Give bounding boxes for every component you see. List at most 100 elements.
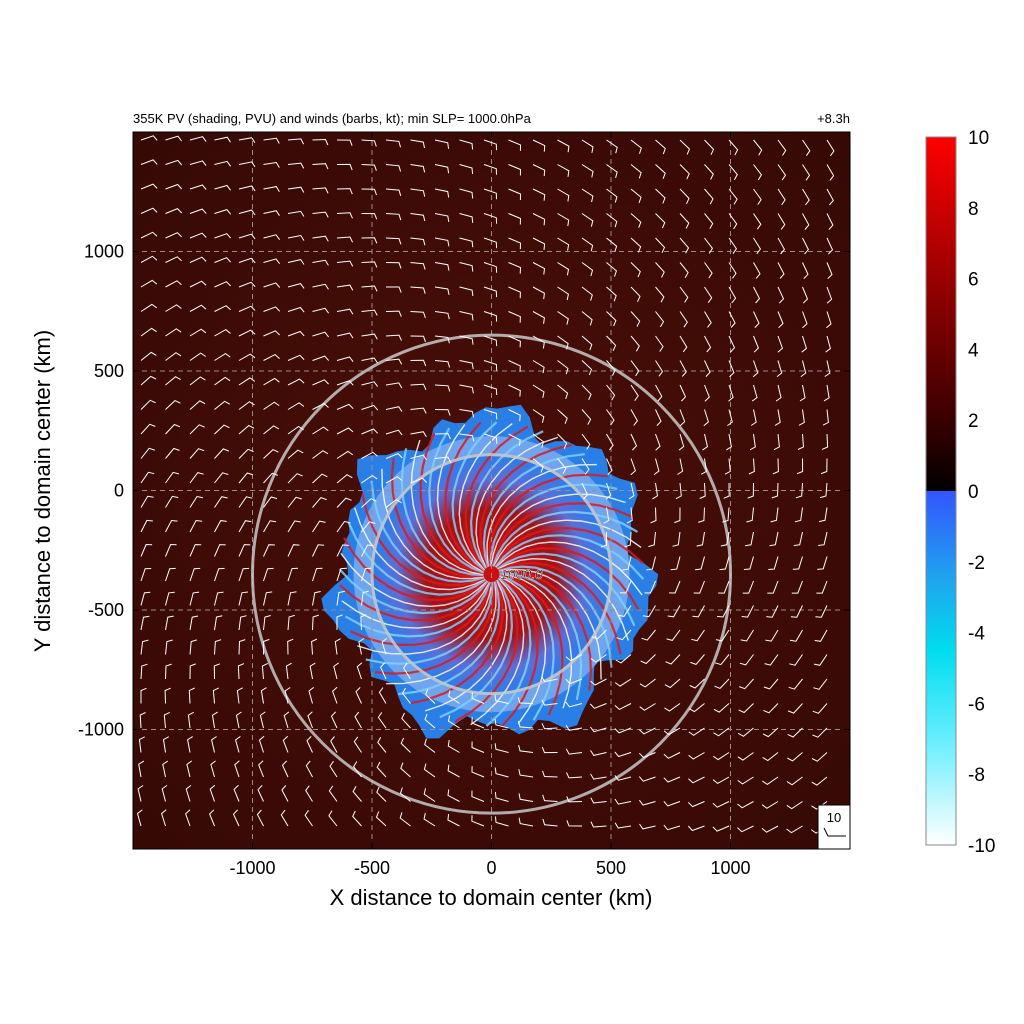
wind-barb: [622, 556, 632, 571]
wind-barb: [261, 662, 269, 680]
wind-barb: [557, 409, 568, 424]
wind-barb: [263, 567, 274, 582]
wind-barb: [423, 813, 436, 827]
wind-barb: [767, 580, 779, 594]
wind-barb: [800, 360, 807, 378]
pv-spiral-streak: [428, 427, 485, 574]
wind-barb: [263, 282, 281, 288]
pv-spiral-streak: [444, 421, 485, 572]
barb-reference-label: 10: [827, 810, 841, 825]
wind-barb: [542, 818, 558, 827]
wind-barb: [361, 357, 378, 364]
wind-barb: [616, 629, 632, 641]
wind-barb: [508, 188, 522, 201]
wind-barb: [165, 159, 183, 166]
wind-barb: [688, 776, 705, 784]
wind-barb: [796, 458, 804, 475]
wind-barb: [336, 236, 354, 243]
y-axis: 1000 500 0 -500 -1000: [78, 242, 850, 740]
wind-barb: [826, 139, 835, 157]
wind-barb: [140, 255, 158, 263]
wind-barb: [214, 472, 229, 484]
wind-barb: [508, 360, 521, 372]
barb-reference-icon: [823, 827, 846, 837]
wind-barb: [687, 801, 705, 808]
wind-barb: [238, 424, 255, 435]
wind-barb: [211, 711, 218, 729]
wind-barb: [140, 207, 158, 214]
pv-spiral-streak: [424, 580, 508, 712]
wind-barb: [361, 164, 377, 171]
wind-barb: [615, 654, 632, 664]
wind-barb: [380, 662, 387, 680]
wind-barb: [287, 186, 305, 193]
wind-barb: [459, 286, 474, 297]
wind-barb: [238, 377, 256, 386]
wind-barb: [238, 496, 253, 508]
wind-barb: [238, 567, 250, 582]
wind-barb: [630, 286, 641, 303]
wind-barb: [214, 400, 231, 410]
wind-barb: [727, 409, 733, 427]
forecast-hour-label: +8.3h: [817, 111, 850, 126]
wind-barb: [712, 801, 730, 808]
wind-barb: [753, 164, 763, 181]
wind-barb: [802, 213, 810, 230]
x-tick-label: -1000: [229, 858, 275, 878]
wind-barb: [361, 567, 372, 582]
wind-barb: [361, 213, 378, 220]
pv-spiral-streak: [365, 582, 494, 665]
wind-barb: [483, 139, 497, 151]
wind-barb: [714, 678, 730, 689]
wind-barb: [532, 237, 546, 250]
wind-barb: [789, 654, 803, 666]
wind-barb: [385, 262, 402, 269]
wind-barb: [140, 375, 157, 386]
range-rings: [251, 333, 732, 815]
wind-barb: [603, 507, 610, 524]
wind-barb: [508, 286, 521, 299]
wind-barb: [590, 797, 607, 804]
wind-barb: [163, 711, 170, 729]
wind-barb: [655, 409, 662, 426]
wind-barb: [753, 213, 762, 230]
pv-spiral-streak: [498, 568, 602, 680]
pv-spiral-streak: [487, 473, 608, 567]
wind-barb: [728, 384, 734, 402]
wind-barb: [361, 474, 378, 484]
wind-barb: [189, 184, 207, 190]
wind-barb: [624, 531, 632, 548]
wind-barb: [263, 615, 271, 631]
wind-barb: [330, 711, 338, 729]
wind-barb: [140, 639, 149, 655]
wind-barb: [312, 567, 323, 582]
wind-barb: [448, 690, 460, 704]
wind-barb: [769, 531, 779, 547]
wind-barb: [753, 286, 761, 304]
wind-barb: [825, 335, 831, 353]
wind-barb: [679, 360, 687, 377]
wind-barb: [811, 801, 828, 810]
wind-barb: [606, 188, 618, 203]
wind-barb: [312, 211, 329, 218]
wind-barb: [287, 614, 295, 631]
wind-barb: [494, 791, 509, 802]
wind-barb: [719, 556, 730, 571]
wind-barb: [630, 237, 642, 253]
wind-barb: [606, 384, 616, 401]
wind-barb: [434, 456, 452, 463]
wind-barb: [770, 507, 779, 523]
wind-barb: [189, 424, 205, 435]
wind-barb: [566, 796, 583, 803]
wind-barb: [687, 825, 705, 832]
wind-barb: [817, 556, 828, 570]
pv-spiral-streak: [357, 582, 493, 655]
wind-barb: [238, 353, 256, 361]
wind-barb: [189, 615, 199, 631]
wind-barb: [165, 495, 179, 508]
wind-barb: [483, 262, 498, 273]
wind-barb: [801, 335, 807, 353]
wind-barb: [214, 376, 231, 386]
wind-barb: [494, 743, 509, 753]
wind-barb: [494, 767, 509, 778]
